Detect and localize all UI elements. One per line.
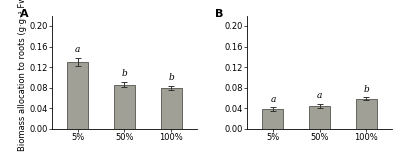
Bar — [114, 85, 135, 129]
Bar — [309, 106, 330, 129]
Text: b: b — [122, 69, 127, 78]
Text: b: b — [364, 85, 369, 94]
Text: B: B — [216, 9, 224, 19]
Bar — [160, 88, 182, 129]
Text: a: a — [270, 95, 276, 104]
Y-axis label: Biomass allocation to roots (g·g⁻¹ Fw): Biomass allocation to roots (g·g⁻¹ Fw) — [18, 0, 26, 151]
Bar — [356, 99, 377, 129]
Text: A: A — [20, 9, 29, 19]
Text: b: b — [168, 73, 174, 82]
Bar — [262, 109, 284, 129]
Bar — [67, 62, 88, 129]
Text: a: a — [317, 92, 322, 100]
Text: a: a — [75, 45, 80, 54]
